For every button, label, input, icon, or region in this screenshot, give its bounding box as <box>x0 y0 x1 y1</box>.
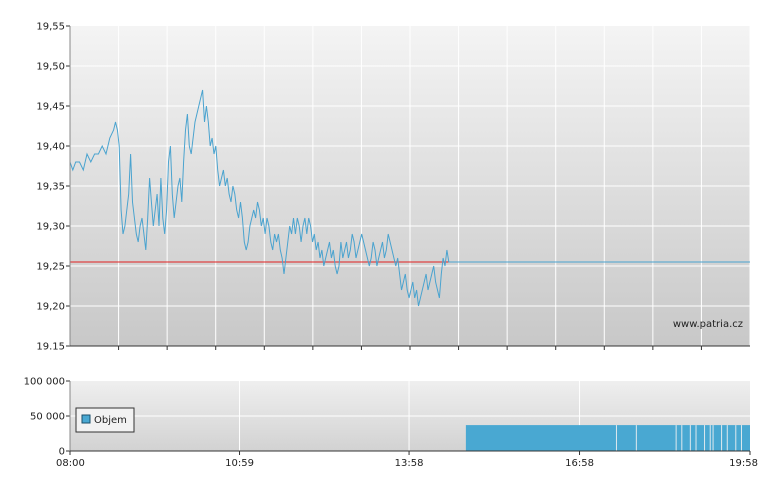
time-x-tick-label: 08:00 <box>56 458 85 469</box>
time-x-tick-label: 10:59 <box>225 458 254 469</box>
price-grid <box>70 26 751 346</box>
time-x-tick-label: 19:58 <box>729 458 758 469</box>
volume-legend: Objem <box>75 407 135 433</box>
price-series-line <box>69 89 750 307</box>
price-y-tick-label: 19,20 <box>36 302 65 313</box>
watermark-text[interactable]: www.patria.cz <box>673 319 743 330</box>
volume-y-axis: 100 000 50 000 0 <box>24 377 71 458</box>
legend-label: Objem <box>94 415 127 426</box>
price-y-tick-label: 19,40 <box>36 142 65 153</box>
legend-swatch-icon <box>81 414 91 424</box>
price-y-tick-label: 19.15 <box>36 342 65 353</box>
legend-box <box>75 407 135 433</box>
price-y-tick-label: 19,30 <box>36 222 65 233</box>
volume-bar <box>465 425 750 451</box>
volume-y-tick-label: 50 000 <box>30 412 65 423</box>
time-x-axis: 08:00 10:59 13:58 16:58 19:58 <box>56 451 758 469</box>
price-panel: 19,55 19,50 19,45 19,40 19,35 19,30 19,25 19,20… <box>36 22 751 353</box>
price-y-tick-label: 19,25 <box>36 262 65 273</box>
price-y-tick-label: 19,35 <box>36 182 65 193</box>
volume-y-tick-label: 100 000 <box>24 377 65 388</box>
price-x-ticks <box>118 346 702 350</box>
time-x-tick-label: 13:58 <box>395 458 424 469</box>
volume-bars <box>465 425 750 451</box>
volume-y-tick-label: 0 <box>59 447 65 458</box>
time-x-tick-label: 16:58 <box>565 458 594 469</box>
price-y-tick-label: 19,45 <box>36 102 65 113</box>
price-y-tick-label: 19,50 <box>36 62 65 73</box>
price-y-tick-label: 19,55 <box>36 22 65 33</box>
price-y-axis: 19,55 19,50 19,45 19,40 19,35 19,30 19,25 19,20… <box>36 22 71 353</box>
volume-panel: 100 000 50 000 0 08:00 10:59 13:58 16:58 19:58… <box>24 377 758 470</box>
